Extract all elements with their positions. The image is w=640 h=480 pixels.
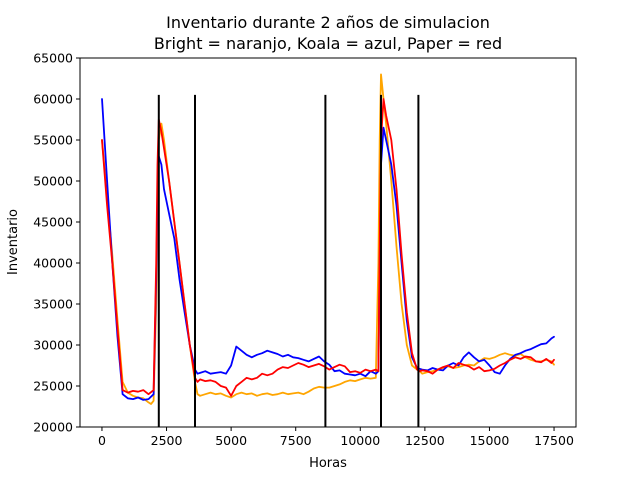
x-tick-label: 0 [98,433,106,448]
y-tick-label: 40000 [33,256,73,271]
y-tick-label: 60000 [33,92,73,107]
chart-title-line-1: Inventario durante 2 años de simulacion [166,13,490,32]
x-axis-ticks: 0 2500 5000 7500 10000 12500 15000 17500 [98,427,574,448]
chart-title-line-2: Bright = naranjo, Koala = azul, Paper = … [154,34,502,53]
x-tick-label: 17500 [534,433,574,448]
y-tick-label: 45000 [33,215,73,230]
y-axis-label: Inventario [6,209,21,275]
x-tick-label: 10000 [340,433,380,448]
axes-frame [79,57,577,428]
y-tick-label: 30000 [33,338,73,353]
y-tick-label: 65000 [33,51,73,66]
x-tick-label: 5000 [215,433,247,448]
y-tick-label: 50000 [33,174,73,189]
x-tick-label: 15000 [470,433,510,448]
series-line-2 [101,98,555,401]
y-tick-label: 35000 [33,297,73,312]
x-axis-label: Horas [309,456,347,471]
y-tick-label: 55000 [33,133,73,148]
series-line-3 [101,98,555,397]
y-tick-label: 20000 [33,420,73,435]
y-tick-label: 25000 [33,379,73,394]
plot-area [101,73,555,427]
series-line-1 [101,73,555,405]
x-tick-label: 12500 [405,433,445,448]
x-tick-label: 7500 [280,433,312,448]
y-axis-ticks: 20000 25000 30000 35000 40000 45000 50000 55000… [33,51,80,435]
x-tick-label: 2500 [151,433,183,448]
